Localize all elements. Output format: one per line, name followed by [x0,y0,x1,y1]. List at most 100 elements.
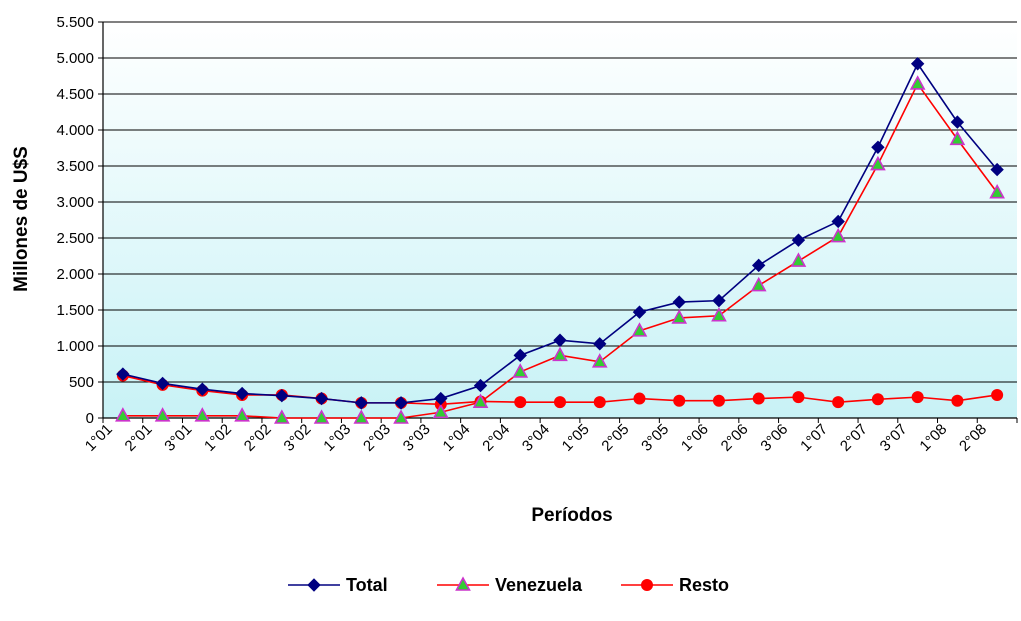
data-point-venezuela [750,276,767,292]
data-point-total [751,258,766,273]
y-tick-label: 5.500 [56,14,94,31]
data-point-venezuela [432,403,449,419]
data-point-total [314,391,329,406]
data-point-resto [752,392,765,405]
data-point-total [871,140,885,154]
y-tick-labels: 0 500 1.000 1.500 2.000 2.500 3.000 3.500 4.000 4… [56,14,94,427]
x-tick-label: 2°07 [837,421,871,455]
data-point-resto [514,396,527,409]
x-tick-label: 3°06 [757,421,791,455]
data-point-total [990,162,1004,177]
y-tick-label: 5.000 [56,50,94,67]
data-point-venezuela [989,183,1005,199]
data-point-total [116,367,130,381]
data-point-total [195,382,210,396]
x-tick-label: 1°03 [320,421,354,455]
x-tick-label: 3°07 [877,421,911,455]
x-tick-label: 3°01 [161,421,195,455]
data-point-total [434,391,448,406]
series-layer [115,57,1005,424]
x-tick-label: 3°03 [400,421,434,455]
legend-item-total: Total [288,575,388,595]
x-tick-label: 1°08 [916,421,950,455]
series-total [116,57,1004,410]
data-point-venezuela [472,393,489,408]
data-point-venezuela [830,227,847,243]
data-point-resto [832,396,845,409]
data-point-total [593,337,607,351]
x-tick-label: 3°05 [638,421,672,455]
y-tick-label: 500 [69,374,94,391]
data-point-resto [871,393,884,406]
data-point-venezuela [273,409,290,424]
legend-label: Venezuela [495,575,583,595]
data-point-total [712,293,726,308]
data-point-resto [792,391,805,404]
y-tick-label: 3.000 [56,194,94,211]
data-point-venezuela [154,407,171,422]
legend-marker [455,576,471,591]
data-point-total [950,115,965,129]
x-tick-label: 2°03 [360,421,394,455]
data-point-total [632,305,647,319]
series-venezuela [115,75,1005,424]
data-point-venezuela [949,130,966,146]
data-point-total [275,388,289,403]
data-point-resto [991,388,1004,401]
data-point-total [910,57,925,71]
gridlines [98,21,1017,419]
data-point-total [354,396,369,410]
x-axis-title: Períodos [531,505,612,526]
x-tick-label: 1°04 [440,421,474,455]
y-axis-title: Millones de U$S [11,146,32,292]
data-point-total [672,295,686,309]
legend-marker [641,579,653,591]
data-point-total [791,233,806,247]
y-tick-label: 1.000 [56,338,94,355]
data-point-total [155,376,170,391]
data-point-venezuela [115,407,131,422]
data-point-venezuela [790,252,807,267]
data-point-total [513,348,527,363]
x-tick-label: 2°02 [241,421,275,455]
legend-label: Resto [679,575,729,595]
x-tick-label: 2°08 [956,421,990,455]
y-tick-label: 2.000 [56,266,94,283]
y-tick-label: 4.500 [56,86,94,103]
data-point-total [235,386,249,401]
legend-item-resto: Resto [621,575,729,595]
y-tick-label: 4.000 [56,122,94,139]
data-point-venezuela [711,307,727,322]
data-point-total [831,214,845,229]
data-point-venezuela [909,75,926,90]
legend-label: Total [346,575,388,595]
y-tick-label: 0 [86,410,94,427]
data-point-venezuela [313,409,330,424]
x-tick-label: 1°07 [797,421,831,455]
data-point-total [473,378,488,393]
data-point-resto [712,394,725,407]
data-point-resto [951,394,964,407]
data-point-venezuela [512,363,529,378]
x-tick-label: 1°02 [201,421,235,455]
legend-item-venezuela: Venezuela [437,575,583,595]
data-point-venezuela [234,407,250,422]
data-point-venezuela [671,309,688,324]
data-point-total [394,396,408,410]
y-tick-label: 2.500 [56,230,94,247]
data-point-venezuela [194,407,211,422]
legend: Total Venezuela Resto [288,575,729,595]
data-point-resto [673,394,686,407]
data-point-venezuela [353,409,370,424]
data-point-venezuela [591,353,608,368]
axes [102,22,1018,423]
x-tick-label: 2°06 [718,421,752,455]
data-point-venezuela [631,322,648,337]
x-tick-labels: 1°01 2°01 3°01 1°02 2°02 3°02 1°03 2°03 3°03 1°04… [82,421,990,455]
x-tick-label: 3°02 [281,421,315,455]
data-point-venezuela [393,409,409,424]
x-tick-label: 1°05 [559,421,593,455]
data-point-total [553,333,567,347]
data-point-resto [911,391,924,404]
